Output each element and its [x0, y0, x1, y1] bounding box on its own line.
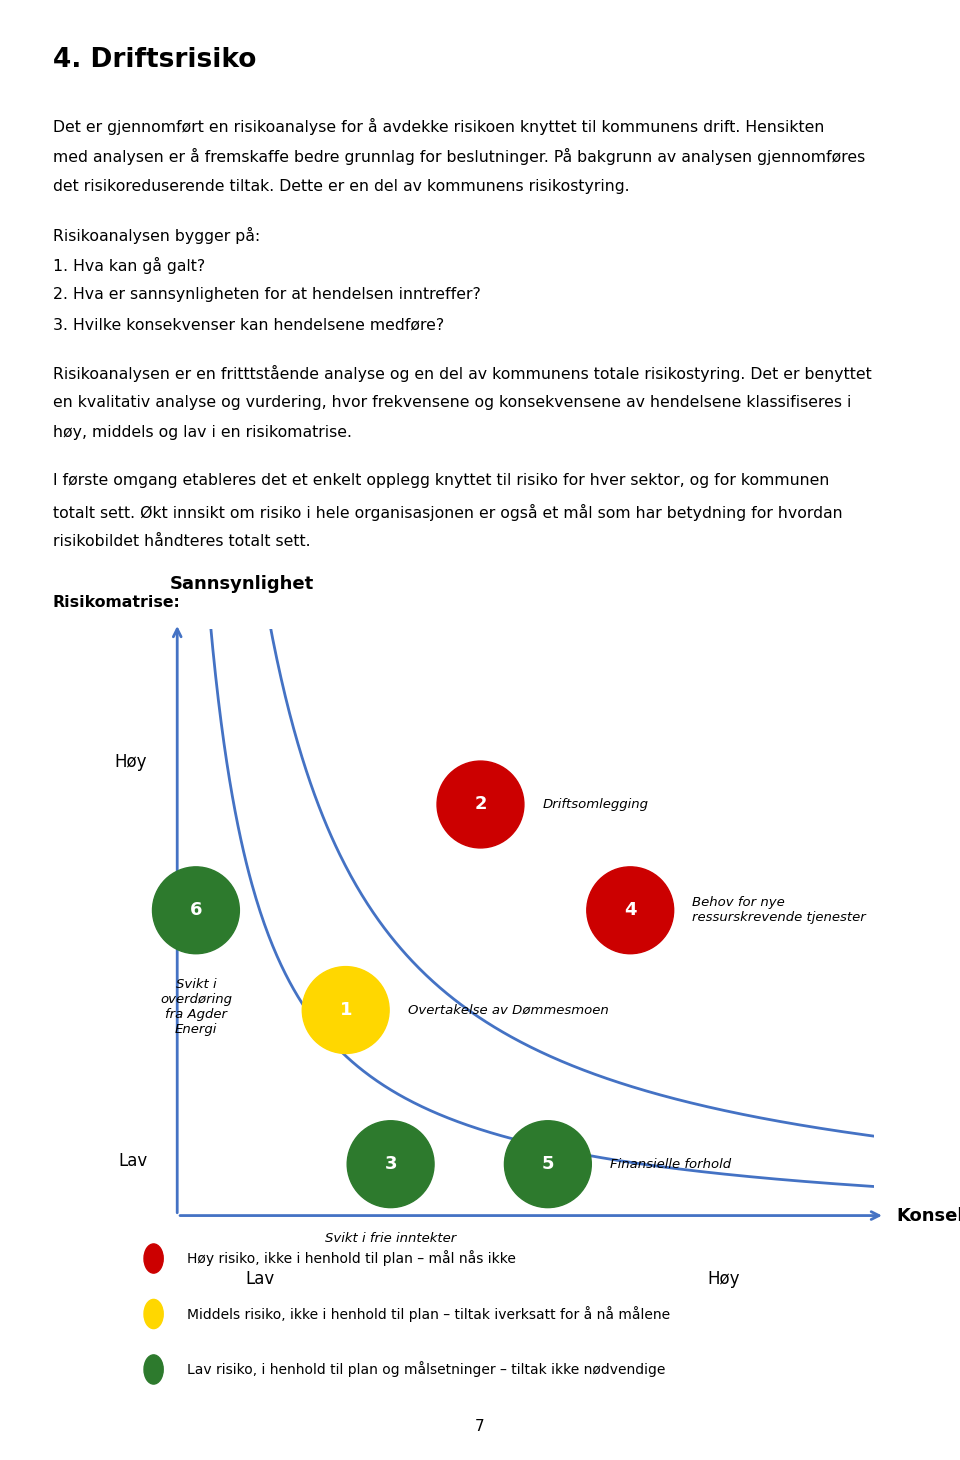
Text: Lav: Lav — [245, 1270, 275, 1288]
Text: I første omgang etableres det et enkelt opplegg knyttet til risiko for hver sekt: I første omgang etableres det et enkelt … — [53, 473, 829, 489]
Text: Risikoanalysen er en fritttstående analyse og en del av kommunens totale risikos: Risikoanalysen er en fritttstående analy… — [53, 365, 872, 383]
Text: Driftsomlegging: Driftsomlegging — [542, 799, 649, 810]
Text: det risikoreduserende tiltak. Dette er en del av kommunens risikostyring.: det risikoreduserende tiltak. Dette er e… — [53, 178, 630, 194]
Text: 7: 7 — [475, 1419, 485, 1434]
Text: 1. Hva kan gå galt?: 1. Hva kan gå galt? — [53, 257, 205, 274]
Ellipse shape — [587, 867, 674, 953]
Text: med analysen er å fremskaffe bedre grunnlag for beslutninger. På bakgrunn av ana: med analysen er å fremskaffe bedre grunn… — [53, 149, 865, 165]
Text: Lav risiko, i henhold til plan og målsetninger – tiltak ikke nødvendige: Lav risiko, i henhold til plan og målset… — [187, 1362, 665, 1377]
Text: 4. Driftsrisiko: 4. Driftsrisiko — [53, 47, 256, 73]
Text: 5: 5 — [541, 1155, 554, 1174]
Ellipse shape — [504, 1121, 591, 1207]
Text: 3: 3 — [384, 1155, 396, 1174]
Ellipse shape — [302, 967, 389, 1054]
Text: Sannsynlighet: Sannsynlighet — [170, 575, 314, 593]
Text: 3. Hvilke konsekvenser kan hendelsene medføre?: 3. Hvilke konsekvenser kan hendelsene me… — [53, 317, 444, 331]
Ellipse shape — [437, 761, 524, 848]
Text: Risikoanalysen bygger på:: Risikoanalysen bygger på: — [53, 226, 260, 244]
Text: 6: 6 — [190, 901, 203, 920]
Text: Konsekvens: Konsekvens — [896, 1206, 960, 1225]
Ellipse shape — [153, 867, 239, 953]
Text: Høy: Høy — [115, 753, 147, 771]
Text: en kvalitativ analyse og vurdering, hvor frekvensene og konsekvensene av hendels: en kvalitativ analyse og vurdering, hvor… — [53, 396, 852, 410]
Text: risikobildet håndteres totalt sett.: risikobildet håndteres totalt sett. — [53, 534, 310, 549]
Text: høy, middels og lav i en risikomatrise.: høy, middels og lav i en risikomatrise. — [53, 425, 351, 441]
Text: totalt sett. Økt innsikt om risiko i hele organisasjonen er også et mål som har : totalt sett. Økt innsikt om risiko i hel… — [53, 504, 843, 521]
Text: Det er gjennomført en risikoanalyse for å avdekke risikoen knyttet til kommunens: Det er gjennomført en risikoanalyse for … — [53, 118, 825, 136]
Text: Høy: Høy — [708, 1270, 740, 1288]
Text: 2: 2 — [474, 796, 487, 813]
Text: Svikt i frie inntekter: Svikt i frie inntekter — [325, 1232, 456, 1245]
Text: Middels risiko, ikke i henhold til plan – tiltak iverksatt for å nå målene: Middels risiko, ikke i henhold til plan … — [187, 1307, 670, 1321]
Text: Finansielle forhold: Finansielle forhold — [610, 1158, 732, 1171]
Text: Risikomatrise:: Risikomatrise: — [53, 594, 180, 609]
Text: Svikt i
overdøring
fra Agder
Energi: Svikt i overdøring fra Agder Energi — [160, 978, 232, 1037]
Text: Overtakelse av Dømmesmoen: Overtakelse av Dømmesmoen — [408, 1003, 609, 1016]
Text: 2. Hva er sannsynligheten for at hendelsen inntreffer?: 2. Hva er sannsynligheten for at hendels… — [53, 286, 481, 302]
Text: Behov for nye
ressurskrevende tjenester: Behov for nye ressurskrevende tjenester — [692, 896, 866, 924]
Text: Høy risiko, ikke i henhold til plan – mål nås ikke: Høy risiko, ikke i henhold til plan – må… — [187, 1251, 516, 1266]
Text: 1: 1 — [340, 1002, 352, 1019]
Ellipse shape — [348, 1121, 434, 1207]
Text: Lav: Lav — [118, 1152, 147, 1169]
Text: 4: 4 — [624, 901, 636, 920]
